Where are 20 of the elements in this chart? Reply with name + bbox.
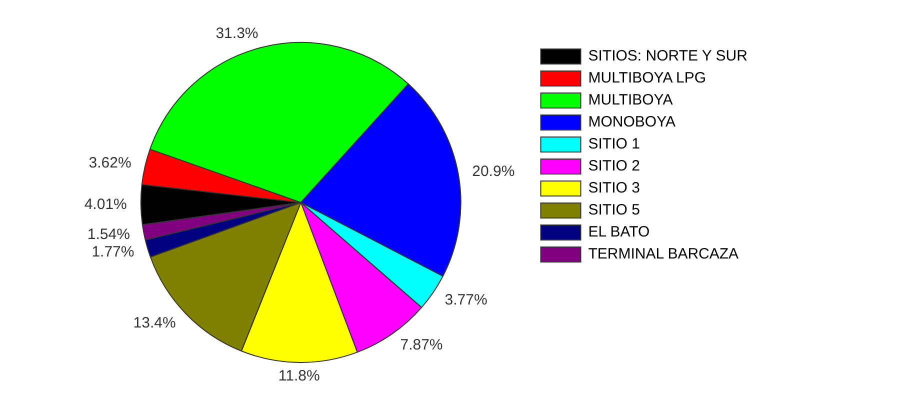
data-label: 7.87% [400, 336, 443, 354]
legend-label: MULTIBOYA [588, 92, 673, 109]
data-label: 1.54% [87, 226, 130, 244]
legend-label: EL BATO [588, 224, 650, 241]
legend-label: SITIO 3 [588, 180, 640, 197]
data-label: 3.77% [444, 291, 488, 308]
data-label: 3.62% [88, 154, 132, 172]
data-label: 13.4% [133, 314, 176, 332]
legend-label: SITIO 1 [588, 136, 640, 153]
data-label: 20.9% [472, 162, 515, 180]
legend-label: MONOBOYA [588, 114, 676, 131]
data-label: 11.8% [278, 368, 320, 385]
legend-label: MULTIBOYA LPG [588, 70, 706, 87]
data-label: 31.3% [216, 24, 258, 42]
legend-label: SITIO 5 [588, 202, 640, 219]
legend-label: SITIO 2 [588, 158, 640, 175]
data-label: 1.77% [92, 244, 134, 261]
legend-label: SITIOS: NORTE Y SUR [588, 48, 748, 65]
legend-label: TERMINAL BARCAZA [588, 246, 739, 263]
data-label: 4.01% [84, 196, 127, 214]
